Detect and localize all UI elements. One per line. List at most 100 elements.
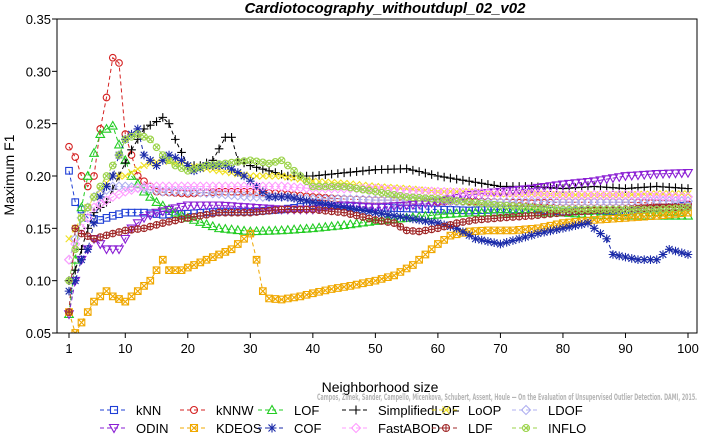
- data-point-ldof: [213, 188, 225, 199]
- data-point-cof: [608, 250, 618, 259]
- data-point-ldf: [133, 225, 142, 233]
- data-point-ldf: [352, 211, 361, 220]
- data-point-cof: [408, 214, 418, 224]
- data-point-ldof: [238, 191, 250, 202]
- data-point-inflo: [596, 205, 605, 214]
- data-point-cof: [502, 237, 511, 247]
- data-point-ldof: [282, 192, 293, 203]
- data-point-lof: [345, 218, 356, 229]
- data-point-inflo: [177, 164, 186, 172]
- data-point-ldf: [534, 211, 542, 219]
- data-point-loop: [221, 168, 230, 176]
- data-point-odin: [563, 179, 575, 190]
- data-point-ldf: [459, 218, 467, 226]
- data-point-lof: [82, 170, 94, 180]
- data-point-cof: [339, 203, 349, 212]
- data-point-lof: [88, 147, 100, 157]
- data-point-inflo: [165, 156, 173, 165]
- legend-marker-cof: [267, 423, 277, 433]
- data-point-inflo: [646, 205, 655, 214]
- data-point-odin: [382, 202, 394, 212]
- data-point-odin: [107, 245, 119, 255]
- data-point-cof: [233, 168, 243, 177]
- data-point-odin: [513, 185, 525, 196]
- data-point-simplifiedlof: [120, 158, 130, 168]
- data-point-odin: [676, 169, 687, 179]
- chart-title: Cardiotocography_withoutdupl_02_v02: [245, 0, 527, 17]
- data-point-ldf: [108, 229, 117, 238]
- data-point-kdeos: [190, 261, 198, 269]
- data-point-cof: [333, 202, 343, 211]
- data-point-cof: [508, 236, 518, 245]
- data-point-ldf: [71, 224, 80, 233]
- data-point-cof: [652, 255, 662, 265]
- data-point-simplifiedlof: [683, 184, 693, 193]
- data-point-inflo: [102, 172, 111, 180]
- data-point-odin: [226, 202, 237, 212]
- data-point-kdeos: [183, 263, 192, 272]
- data-point-cof: [258, 187, 268, 196]
- data-point-odin: [638, 170, 650, 181]
- data-point-odin: [388, 202, 400, 212]
- data-point-kdeos: [96, 292, 105, 301]
- data-point-odin: [163, 205, 175, 216]
- data-point-odin: [663, 169, 675, 179]
- data-point-kdeos: [402, 264, 411, 273]
- data-point-ldof: [126, 182, 137, 193]
- data-point-ldf: [227, 208, 236, 217]
- y-tick-label: 0.05: [26, 326, 51, 341]
- data-point-odin: [576, 178, 587, 188]
- data-point-inflo: [140, 132, 148, 141]
- data-point-fastabod: [95, 198, 106, 209]
- data-point-simplifiedlof: [458, 175, 468, 185]
- data-point-odin: [170, 204, 181, 214]
- data-point-lof: [295, 223, 306, 234]
- data-point-inflo: [634, 205, 642, 214]
- data-point-ldof: [182, 186, 193, 197]
- data-point-lof: [595, 209, 606, 219]
- data-point-lof: [213, 222, 225, 233]
- data-point-fastabod: [682, 191, 694, 203]
- legend-marker-ldof: [520, 404, 532, 416]
- legend-item-simplifiedlof: SimplifiedLOF: [342, 403, 460, 418]
- plot-frame: [56, 18, 698, 334]
- data-point-kdeos: [296, 292, 305, 301]
- data-point-kdeos: [233, 240, 242, 248]
- data-point-ldf: [308, 205, 317, 214]
- data-point-odin: [151, 208, 162, 219]
- data-point-cof: [602, 234, 612, 244]
- data-point-lof: [220, 223, 231, 233]
- data-point-kdeos: [102, 287, 111, 295]
- data-point-cof: [158, 156, 168, 165]
- data-point-fastabod: [101, 195, 112, 206]
- data-point-lof: [288, 224, 300, 234]
- data-point-cof: [564, 222, 574, 232]
- data-point-odin: [188, 201, 200, 211]
- data-point-simplifiedlof: [170, 135, 180, 144]
- data-point-lof: [157, 200, 169, 210]
- series-line-ldof: [68, 186, 688, 260]
- data-point-simplifiedlof: [308, 171, 318, 181]
- data-point-cof: [433, 218, 443, 228]
- data-point-ldf: [409, 227, 417, 235]
- data-point-lof: [432, 209, 444, 219]
- data-point-simplifiedlof: [214, 144, 224, 154]
- data-point-cof: [664, 244, 674, 254]
- data-point-cof: [683, 250, 693, 259]
- data-point-lof: [276, 225, 287, 235]
- data-point-kdeos: [559, 219, 567, 227]
- data-point-cof: [483, 237, 493, 246]
- data-point-odin: [370, 203, 381, 213]
- data-point-lof: [195, 216, 206, 226]
- data-point-cof: [277, 192, 286, 202]
- data-point-ldof: [226, 189, 237, 201]
- data-point-cof: [658, 250, 668, 259]
- data-point-odin: [476, 189, 487, 200]
- data-point-cof: [102, 182, 111, 191]
- data-point-lof: [438, 208, 450, 219]
- data-point-odin: [551, 181, 562, 191]
- data-point-kdeos: [315, 287, 323, 296]
- data-point-odin: [420, 199, 431, 209]
- data-point-ldf: [540, 210, 549, 219]
